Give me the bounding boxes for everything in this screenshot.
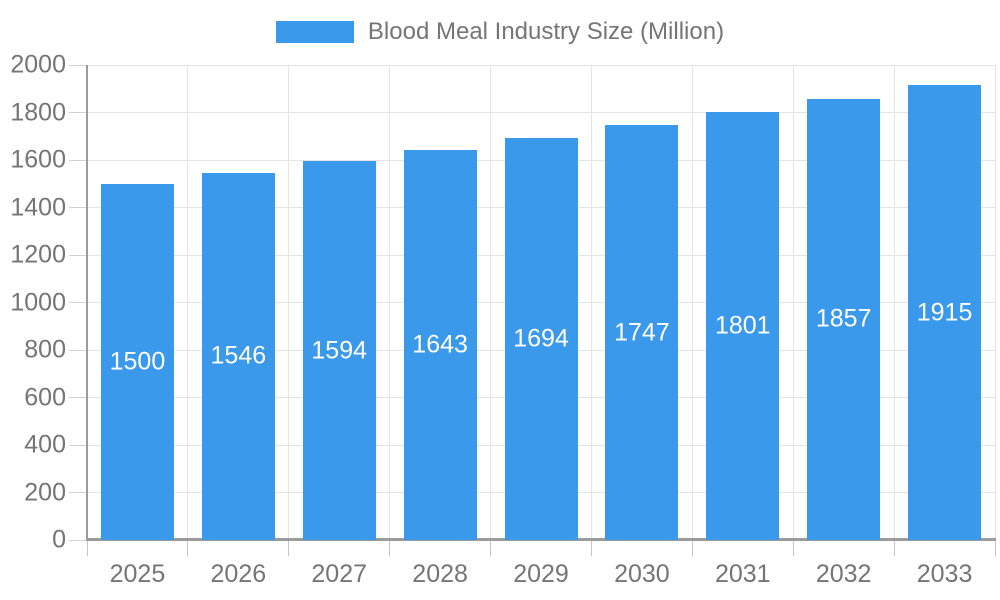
bar[interactable] [605,125,679,540]
y-axis-tick-label: 1400 [10,193,66,221]
bar-value-label: 1546 [210,341,267,370]
y-axis-tick [69,254,87,256]
bar-value-label: 1643 [412,330,468,359]
legend-swatch-icon [275,21,354,43]
x-axis-tick-label: 2032 [815,560,872,588]
chart-legend[interactable]: Blood Meal Industry Size (Million) [0,18,1000,46]
y-axis-tick [69,64,87,66]
y-axis-tick-label: 600 [24,383,66,411]
x-gridline [490,65,492,540]
bar[interactable] [302,161,376,540]
x-gridline [691,65,693,540]
y-gridline [87,112,995,113]
x-axis-tick [187,540,189,556]
bar-value-label: 1594 [311,336,368,365]
y-axis-tick-label: 1600 [10,145,66,174]
bar-value-label: 1857 [815,304,872,333]
y-axis-tick [69,302,87,303]
bar[interactable] [706,112,780,540]
y-axis-tick-label: 800 [24,335,66,364]
bar-value-label: 1500 [109,347,166,376]
y-axis-tick-label: 200 [24,478,66,506]
x-gridline [590,65,592,540]
y-axis-tick [69,539,87,541]
x-axis-tick [389,540,391,556]
x-axis-tick [490,540,492,556]
x-axis-tick [288,540,290,556]
bar-value-label: 1801 [714,311,771,340]
x-gridline [288,65,290,540]
legend-label: Blood Meal Industry Size (Million) [367,18,725,45]
y-axis-tick [69,444,87,446]
x-axis-tick [590,540,592,556]
x-axis-tick [893,540,895,556]
y-axis-line [86,65,88,540]
y-axis-tick [69,492,87,493]
x-axis-tick [994,540,996,556]
y-axis-tick [69,349,87,351]
x-axis-tick-label: 2025 [109,560,166,588]
y-axis-tick [69,397,87,398]
y-axis-tick-label: 2000 [10,50,66,79]
x-axis-tick-label: 2030 [614,560,670,588]
y-axis-tick-label: 1000 [10,288,66,316]
x-gridline [792,65,794,540]
x-axis-tick [691,540,693,556]
bar-value-label: 1915 [916,298,973,327]
x-axis-tick-label: 2028 [412,560,468,588]
x-axis-tick-label: 2033 [916,560,973,588]
x-axis-tick-label: 2029 [513,560,569,588]
x-axis-tick [792,540,794,556]
x-axis-tick-label: 2027 [311,560,368,588]
y-axis-tick-label: 1200 [10,240,66,269]
x-gridline [994,65,996,540]
y-axis-tick-label: 0 [52,525,66,554]
x-axis-tick-label: 2031 [714,560,771,588]
y-axis-tick [69,207,87,208]
bar[interactable] [504,137,578,540]
y-axis-tick [69,159,87,161]
y-gridline [87,64,995,66]
plot-area: 0 200 400 600 800 1000 1200 1400 1600 1800 2000 150… [10,51,996,588]
bar-value-label: 1694 [513,324,569,353]
bar[interactable] [403,149,477,540]
bar[interactable] [807,98,881,540]
x-axis-tick [86,540,88,556]
y-axis-tick [69,112,87,113]
x-gridline [893,65,895,540]
bar[interactable] [201,172,275,540]
x-gridline [389,65,391,540]
y-axis-tick-label: 1800 [10,98,66,126]
bar-value-label: 1747 [614,318,670,347]
y-axis-tick-label: 400 [24,430,66,459]
bar[interactable] [908,85,982,540]
x-axis-tick-label: 2026 [210,560,267,588]
x-gridline [187,65,189,540]
bar[interactable] [100,183,174,540]
